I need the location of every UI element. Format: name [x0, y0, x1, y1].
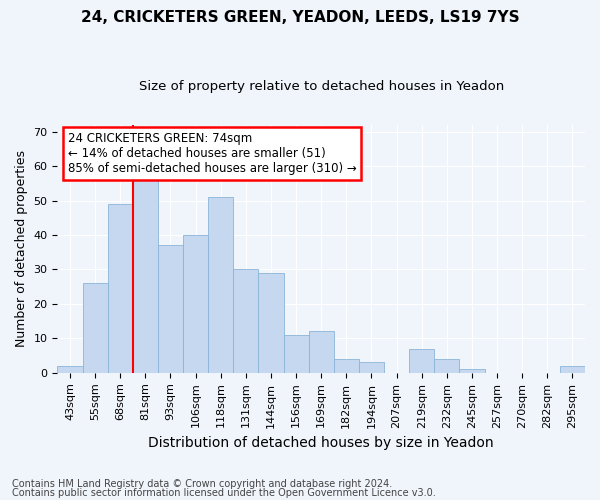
Bar: [284, 335, 308, 373]
Bar: [107, 204, 133, 373]
Text: Contains HM Land Registry data © Crown copyright and database right 2024.: Contains HM Land Registry data © Crown c…: [12, 479, 392, 489]
Bar: [409, 348, 434, 373]
Title: Size of property relative to detached houses in Yeadon: Size of property relative to detached ho…: [139, 80, 504, 93]
Bar: [259, 273, 284, 373]
Bar: [158, 246, 183, 373]
Y-axis label: Number of detached properties: Number of detached properties: [15, 150, 28, 348]
Bar: [460, 370, 485, 373]
Text: 24, CRICKETERS GREEN, YEADON, LEEDS, LS19 7YS: 24, CRICKETERS GREEN, YEADON, LEEDS, LS1…: [80, 10, 520, 25]
Text: Contains public sector information licensed under the Open Government Licence v3: Contains public sector information licen…: [12, 488, 436, 498]
Bar: [308, 332, 334, 373]
Bar: [334, 359, 359, 373]
Bar: [560, 366, 585, 373]
Bar: [233, 270, 259, 373]
X-axis label: Distribution of detached houses by size in Yeadon: Distribution of detached houses by size …: [148, 436, 494, 450]
Bar: [183, 235, 208, 373]
Bar: [359, 362, 384, 373]
Bar: [58, 366, 83, 373]
Bar: [133, 176, 158, 373]
Bar: [208, 197, 233, 373]
Text: 24 CRICKETERS GREEN: 74sqm
← 14% of detached houses are smaller (51)
85% of semi: 24 CRICKETERS GREEN: 74sqm ← 14% of deta…: [68, 132, 357, 175]
Bar: [83, 283, 107, 373]
Bar: [434, 359, 460, 373]
